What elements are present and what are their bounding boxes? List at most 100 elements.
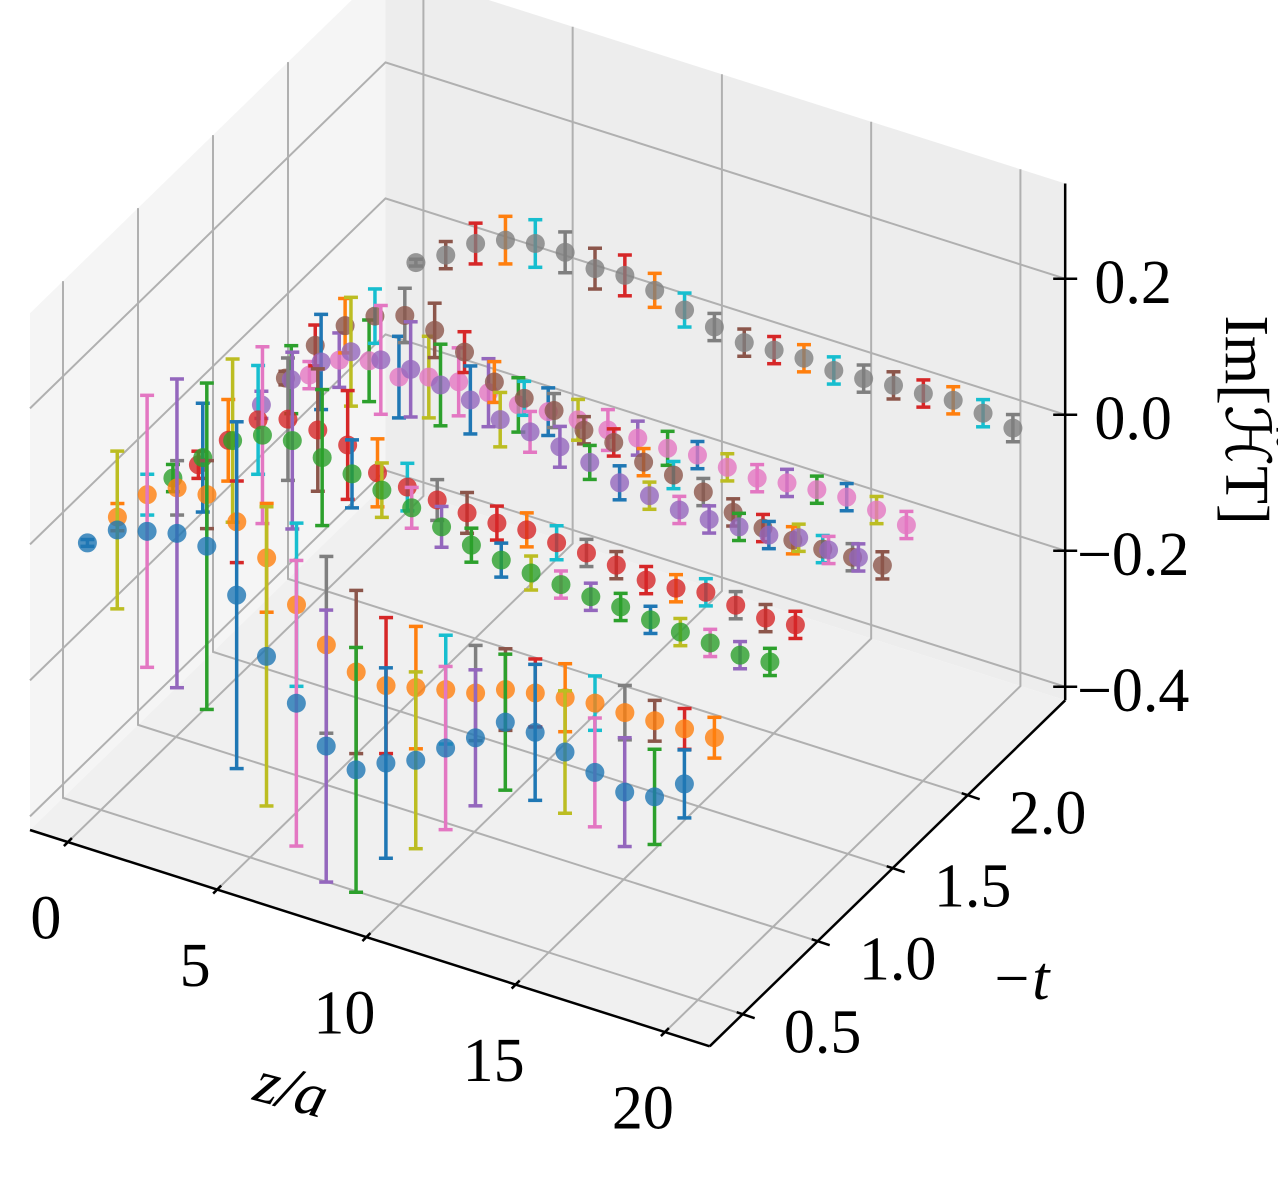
data-point (547, 533, 567, 553)
data-point (764, 340, 784, 360)
grid-line (664, 169, 1022, 1033)
data-point (551, 575, 571, 595)
data-point (636, 570, 656, 590)
data-point (610, 473, 630, 493)
data-point (525, 234, 545, 254)
grid-line (212, 135, 893, 870)
y-tick-label: 2.0 (1009, 779, 1087, 847)
data-point (606, 555, 626, 575)
data-point (550, 437, 570, 457)
data-point (460, 390, 480, 410)
data-point (431, 375, 451, 395)
z-tick-label: 0.2 (1094, 249, 1172, 317)
x-tick-label: 15 (463, 1027, 525, 1095)
data-point (789, 528, 809, 548)
data-point (884, 375, 904, 395)
data-point (455, 342, 475, 362)
grid-line (137, 208, 818, 943)
data-point (436, 245, 456, 265)
grid-line (29, 61, 1066, 410)
y-tick-label: 1.0 (859, 925, 937, 993)
y-tick (886, 865, 906, 874)
data-point (585, 259, 605, 279)
y-axis-line (708, 699, 1067, 1048)
y-tick (736, 1011, 756, 1020)
data-point (311, 352, 331, 372)
data-point (223, 431, 243, 451)
data-point (465, 728, 485, 748)
data-point (837, 487, 857, 507)
data-point (342, 464, 362, 484)
data-point (867, 500, 887, 520)
data-point (615, 265, 635, 285)
data-point (495, 712, 515, 732)
y-tick-label: 1.5 (934, 852, 1012, 920)
grid-line (216, 26, 574, 891)
data-point (670, 622, 690, 642)
data-point (521, 563, 541, 583)
data-point (645, 787, 665, 807)
data-point (312, 448, 332, 468)
data-point (372, 480, 392, 500)
x-tick-label: 20 (612, 1074, 674, 1142)
data-point (696, 582, 716, 602)
data-point (777, 473, 797, 493)
data-point (699, 509, 719, 529)
x-tick-label: 5 (180, 932, 211, 1000)
data-point (645, 280, 665, 300)
data-point (807, 480, 827, 500)
x-tick (510, 979, 521, 990)
data-point (585, 762, 605, 782)
data-point (495, 230, 515, 250)
x-tick (361, 932, 372, 942)
data-point (286, 693, 306, 713)
data-point (675, 719, 695, 739)
x-tick (63, 837, 73, 847)
data-point (520, 422, 540, 442)
data-point (729, 517, 749, 537)
data-point (730, 645, 750, 665)
grid-line (287, 62, 968, 797)
data-point (517, 520, 537, 540)
data-point (717, 457, 737, 477)
data-point (756, 608, 776, 628)
x-tick-label: 10 (313, 979, 375, 1047)
data-point (658, 438, 678, 458)
grid-line (365, 74, 723, 938)
data-point (514, 388, 534, 408)
data-point (257, 646, 277, 666)
data-point (555, 742, 575, 762)
grid-line (67, 0, 425, 843)
data-point (490, 410, 510, 430)
data-point (544, 401, 564, 421)
data-point (819, 540, 839, 560)
data-point (574, 420, 594, 440)
data-point (896, 515, 916, 535)
data-point (197, 536, 217, 556)
data-point (580, 452, 600, 472)
z-tick-label: −0.4 (1077, 657, 1189, 725)
data-point (615, 703, 635, 723)
data-point (316, 736, 336, 756)
data-point (167, 523, 187, 543)
data-point (436, 738, 456, 758)
data-point (401, 359, 421, 379)
data-point (525, 722, 545, 742)
data-point (466, 234, 486, 254)
data-point (449, 372, 469, 392)
y-axis-label: −t (990, 945, 1051, 1013)
data-point (700, 633, 720, 653)
data-point (693, 482, 713, 502)
x-axis-line (29, 828, 711, 1048)
x-tick-label: 0 (30, 884, 61, 952)
data-point (341, 342, 361, 362)
data-point (628, 428, 648, 448)
data-point (402, 498, 422, 518)
data-point (308, 420, 328, 440)
data-point (973, 403, 993, 423)
data-point (669, 500, 689, 520)
data-point (406, 750, 426, 770)
pane-floor (30, 483, 1066, 1047)
data-point (824, 360, 844, 380)
